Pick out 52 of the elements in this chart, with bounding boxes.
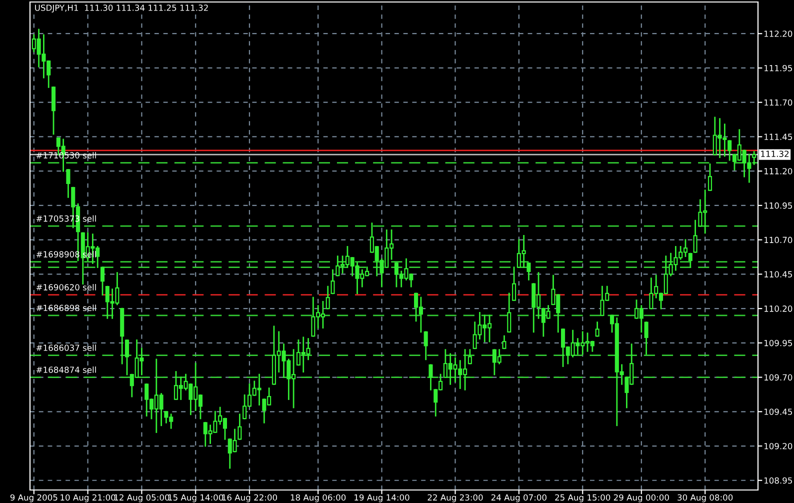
candlestick (595, 322, 600, 337)
y-tick-label: 112.20 (764, 30, 792, 37)
y-tick-label: 109.20 (764, 442, 792, 450)
x-tick-label: 12 Aug 05:00 (114, 494, 170, 502)
x-tick-label: 24 Aug 07:00 (491, 494, 546, 502)
candlestick (330, 269, 335, 294)
x-tick-label: 9 Aug 2005 (10, 494, 58, 502)
ref-line-label: #1690620 sell (36, 284, 96, 290)
candlestick (693, 220, 698, 253)
y-tick-label: 108.95 (764, 477, 792, 484)
y-tick-label: 109.95 (764, 340, 792, 346)
candlestick (502, 335, 506, 350)
y-tick-label: 109.70 (764, 374, 792, 381)
candlestick (468, 349, 472, 364)
ref-line-label: 111.32 (761, 150, 789, 158)
candlestick (428, 364, 433, 390)
candlestick (512, 266, 516, 301)
candlestick (238, 414, 242, 440)
y-tick-label: 110.70 (764, 236, 792, 244)
x-tick-label: 10 Aug 21:00 (60, 494, 116, 502)
y-tick-label: 110.95 (764, 202, 792, 209)
y-tick-label: 110.20 (764, 306, 792, 312)
candlestick (100, 266, 105, 296)
y-tick-label: 111.20 (764, 168, 792, 174)
x-tick-label: 18 Aug 06:00 (290, 494, 346, 502)
x-tick-label: 16 Aug 22:00 (222, 494, 278, 502)
candlestick (708, 164, 712, 192)
candlestick (688, 252, 692, 268)
y-tick-label: 111.95 (764, 64, 792, 72)
candlestick (644, 322, 648, 355)
chart-title: USDJPY,H1 111.30 111.34 111.25 111.32 (35, 4, 208, 12)
x-tick-label: 22 Aug 23:00 (428, 494, 483, 502)
candlestick (51, 86, 56, 135)
candlestick (507, 292, 512, 333)
ref-line-label: #1686037 sell (36, 344, 96, 351)
x-tick-label: 15 Aug 14:00 (168, 494, 224, 502)
candlestick (526, 262, 531, 280)
y-tick-label: 109.45 (764, 408, 792, 415)
x-tick-label: 25 Aug 15:00 (555, 494, 610, 502)
y-tick-label: 110.45 (764, 271, 792, 278)
y-tick-label: 111.45 (764, 134, 792, 140)
ref-line-label: #1684874 sell (36, 366, 96, 373)
x-tick-label: 30 Aug 08:00 (678, 494, 733, 502)
y-tick-label: 111.70 (764, 99, 792, 106)
candlestick (424, 331, 428, 360)
candlestick (728, 140, 732, 161)
candlestick (66, 169, 70, 198)
x-tick-label: 29 Aug 00:00 (614, 494, 669, 502)
x-tick-label: 19 Aug 14:00 (354, 494, 410, 502)
candlestick (326, 286, 330, 310)
candlestick (124, 339, 130, 376)
candlestick (752, 151, 756, 165)
